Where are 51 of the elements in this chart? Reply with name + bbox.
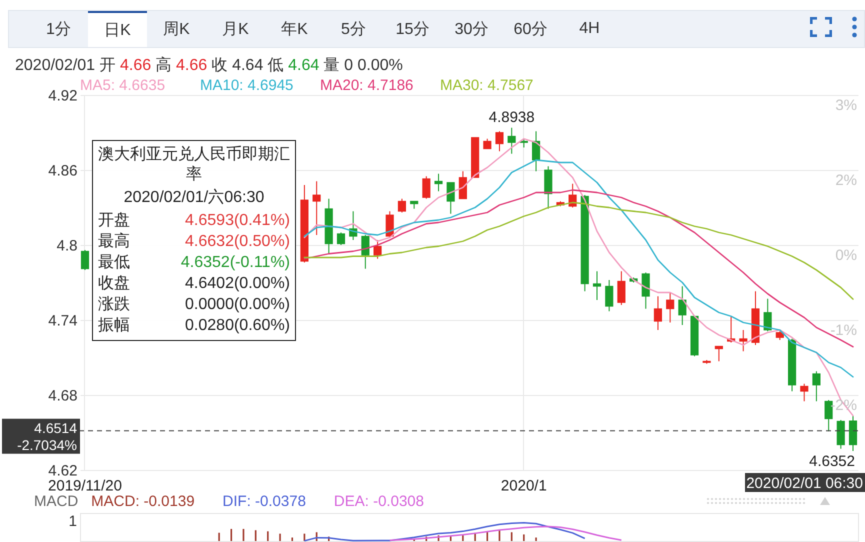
text: MA10: 4.6945 [200, 77, 294, 95]
y-tick-label: 4.74 [48, 312, 78, 330]
text: MACD: -0.0139 [91, 493, 195, 511]
annotation: 开盘 [98, 211, 130, 231]
annotation: 最高 [98, 232, 130, 252]
text: 澳大利亚元兑人民币即期汇率 [98, 145, 290, 185]
text: 4H [578, 19, 601, 39]
y-tick-label: 4.86 [48, 162, 78, 180]
y-tick-label: 4.62 [48, 462, 78, 480]
annotation: 4.6402(0.00%) [185, 274, 290, 294]
annotation: 4.6593(0.41%) [185, 211, 290, 231]
text: 15分 [394, 20, 430, 40]
annotation: 最低 [98, 253, 130, 273]
annotation: 0.0280(0.60%) [185, 316, 290, 336]
x-tick-label: 2019/11/20 [48, 478, 122, 494]
text: 月K [221, 20, 250, 40]
text: 日K [88, 11, 147, 47]
annotation: 0% [835, 247, 857, 264]
text: 年K [280, 20, 309, 40]
text: MA20: 4.7186 [320, 77, 414, 95]
series-label: DIF: -0.0378 [222, 493, 306, 511]
text: 30分 [454, 20, 490, 40]
annotation: 4.6352 [809, 453, 855, 470]
annotation: 涨跌 [98, 295, 130, 315]
annotation: 0.0000(0.00%) [185, 295, 290, 315]
annotation: 收盘 [98, 274, 130, 294]
chart-title: MACD [34, 493, 78, 511]
x-tick-label: 2020/1 [500, 478, 547, 494]
text: 5分 [340, 20, 367, 40]
annotation: -1% [830, 322, 857, 339]
annotation: 4.6352(-0.11%) [180, 253, 290, 273]
text: 2020/02/01/六06:30 [122, 188, 266, 208]
series-label: DEA: -0.0308 [334, 493, 424, 511]
y-tick-label: 4.8 [56, 238, 78, 254]
y-tick-label: 4.68 [48, 388, 78, 404]
text: 1分 [45, 20, 72, 40]
text: MA30: 4.7567 [440, 77, 534, 95]
text: 2020/02/01 开 4.66 高 4.66 收 4.64 低 4.64 量 0 0.00% [15, 57, 403, 74]
text: -2.7034% [17, 436, 77, 453]
annotation: 3% [835, 97, 857, 114]
text: 2020/02/01 06:30 [746, 475, 863, 492]
text: MA5: 4.6635 [80, 77, 166, 95]
text: 1 [68, 513, 77, 530]
annotation: 4.6632(0.50%) [185, 232, 290, 252]
text: 周K [162, 20, 191, 40]
annotation: 振幅 [98, 316, 130, 336]
text: 60分 [512, 20, 548, 40]
ref-line-label: 4.6514 [34, 420, 78, 436]
y-tick-label: 4.92 [48, 88, 78, 104]
annotation: 4.8938 [488, 108, 535, 126]
annotation: 2% [835, 172, 857, 189]
